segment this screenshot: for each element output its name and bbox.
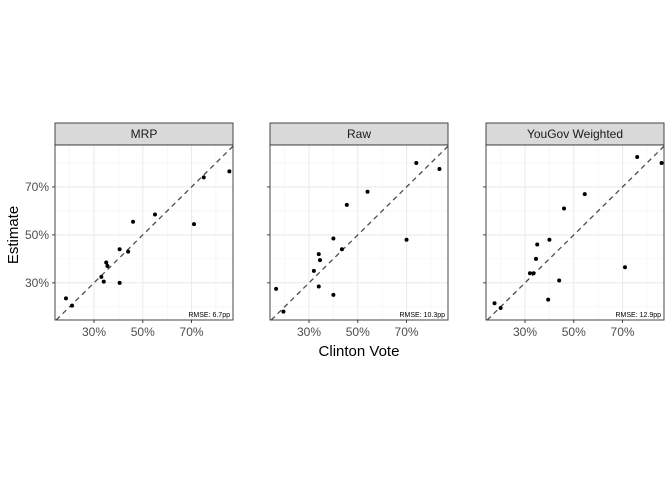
data-point <box>547 237 552 242</box>
data-point <box>331 236 336 241</box>
data-point <box>546 297 551 302</box>
facet-panels: MRP RMSE: 6.7pp 30% 50% 70% 30% 50% 70% Raw RMSE:… <box>25 122 665 339</box>
y-tick-label: 50% <box>25 228 49 242</box>
data-point <box>201 175 206 180</box>
data-point <box>414 160 419 165</box>
data-point <box>316 284 321 289</box>
x-tick-label: 70% <box>611 325 635 339</box>
data-point <box>191 222 196 227</box>
data-point <box>535 242 540 247</box>
data-point <box>281 309 286 314</box>
facet-strip-title: Raw <box>347 127 371 141</box>
data-point <box>527 271 532 276</box>
data-point <box>70 303 75 308</box>
data-point <box>365 189 370 194</box>
x-tick-label: 30% <box>513 325 537 339</box>
rmse-annotation: RMSE: 12.9pp <box>615 312 661 319</box>
data-point <box>99 274 104 279</box>
data-point <box>492 301 497 306</box>
x-tick-label: 70% <box>395 325 419 339</box>
y-tick-label: 30% <box>25 276 49 290</box>
panel-border <box>269 144 449 321</box>
data-point <box>339 247 344 252</box>
data-point <box>531 271 536 276</box>
data-point <box>152 212 157 217</box>
data-point <box>311 268 316 273</box>
x-tick-label: 50% <box>346 325 370 339</box>
facet-panel-1: MRP RMSE: 6.7pp 30% 50% 70% 30% 50% 70% <box>25 122 234 339</box>
data-point <box>622 265 627 270</box>
rmse-annotation: RMSE: 10.3pp <box>399 312 445 319</box>
panel-background <box>55 145 233 320</box>
x-tick-label: 50% <box>562 325 586 339</box>
panel-background <box>486 145 664 320</box>
data-point <box>498 306 503 311</box>
data-point <box>227 169 232 174</box>
data-point <box>557 278 562 283</box>
data-point <box>317 258 322 263</box>
data-point <box>117 280 122 285</box>
y-tick-label: 70% <box>25 180 49 194</box>
data-point <box>635 154 640 159</box>
x-tick-label: 30% <box>82 325 106 339</box>
facet-panel-2: Raw RMSE: 10.3pp 30% 50% 70% <box>267 122 449 339</box>
data-point <box>131 219 136 224</box>
rmse-annotation: RMSE: 6.7pp <box>188 312 230 319</box>
data-point <box>105 264 110 269</box>
data-point <box>126 249 131 254</box>
panel-border <box>485 144 665 321</box>
data-point <box>659 160 664 165</box>
data-point <box>331 292 336 297</box>
data-point <box>274 286 279 291</box>
data-point <box>104 260 109 265</box>
data-point <box>582 192 587 197</box>
x-tick-label: 30% <box>297 325 321 339</box>
data-point <box>437 166 442 171</box>
data-point <box>404 237 409 242</box>
data-point <box>344 202 349 207</box>
data-point <box>533 256 538 261</box>
facet-strip-title: YouGov Weighted <box>527 127 623 141</box>
x-tick-label: 50% <box>131 325 155 339</box>
panel-background <box>270 145 448 320</box>
x-tick-label: 70% <box>180 325 204 339</box>
data-point <box>101 279 106 284</box>
data-point <box>316 252 321 257</box>
x-axis-title: Clinton Vote <box>319 343 400 360</box>
facet-strip-title: MRP <box>131 127 158 141</box>
panel-border <box>54 144 234 321</box>
data-point <box>117 247 122 252</box>
y-axis-title: Estimate <box>5 206 22 264</box>
facet-panel-3: YouGov Weighted RMSE: 12.9pp 30% 50% 70% <box>483 122 665 339</box>
data-point <box>63 296 68 301</box>
data-point <box>562 206 567 211</box>
